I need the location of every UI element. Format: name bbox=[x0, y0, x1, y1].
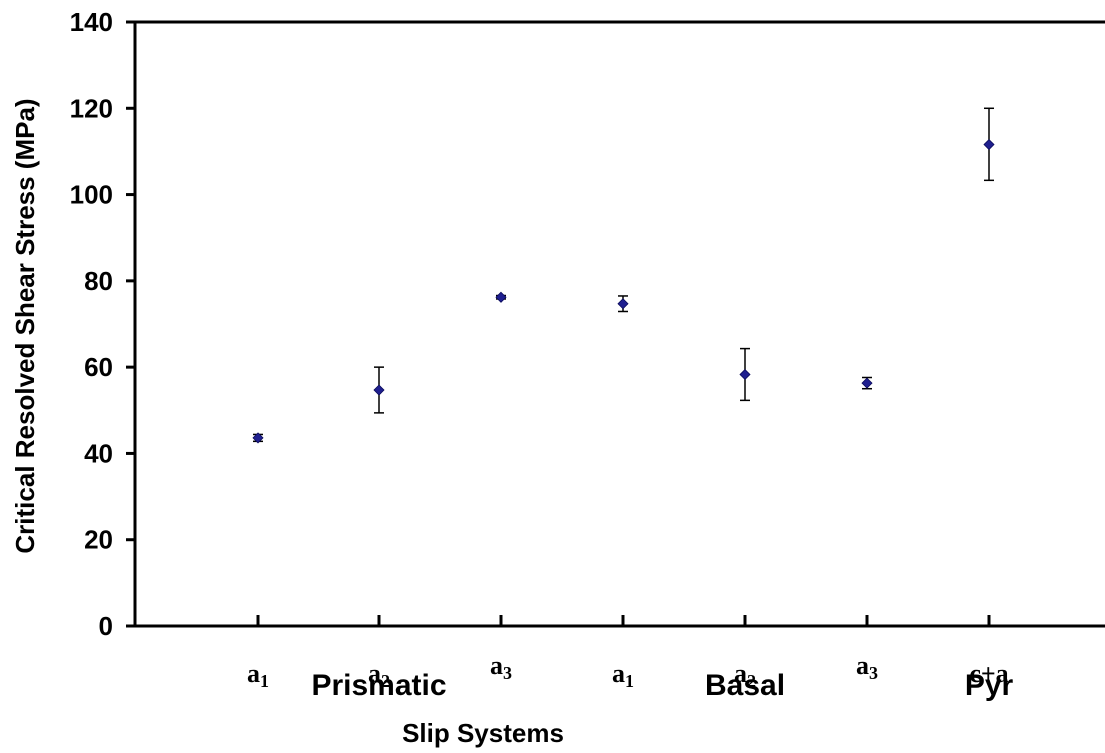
y-tick-label: 0 bbox=[99, 611, 113, 641]
category-label: c+a bbox=[969, 659, 1008, 688]
data-point bbox=[252, 432, 264, 444]
group-labels: Prismatic Basal Pyr bbox=[311, 669, 1013, 702]
y-tick-label: 40 bbox=[84, 438, 113, 468]
y-axis-title: Critical Resolved Shear Stress (MPa) bbox=[10, 98, 40, 553]
category-label: a3 bbox=[490, 651, 512, 683]
y-tick-label: 140 bbox=[70, 7, 113, 37]
x-axis-title: Slip Systems bbox=[402, 718, 564, 748]
category-label: a2 bbox=[368, 659, 390, 691]
point-marker bbox=[252, 432, 264, 444]
point-marker bbox=[373, 384, 385, 396]
category-base: c+a bbox=[969, 659, 1008, 688]
category-subscript: 2 bbox=[381, 671, 390, 691]
point-marker bbox=[861, 377, 873, 389]
data-point bbox=[495, 291, 507, 303]
data-point bbox=[861, 376, 873, 390]
category-label: a2 bbox=[734, 659, 756, 691]
data-point bbox=[373, 366, 385, 414]
category-base: a bbox=[247, 659, 260, 688]
category-subscript: 2 bbox=[747, 671, 756, 691]
category-subscript: 1 bbox=[625, 671, 634, 691]
category-label: a1 bbox=[247, 659, 269, 691]
group-label: Basal bbox=[705, 669, 785, 702]
category-subscript: 3 bbox=[503, 663, 512, 683]
y-axis-ticks: 0 20 40 60 80 100 120 140 bbox=[70, 7, 135, 641]
y-tick-label: 100 bbox=[70, 180, 113, 210]
x-axis-ticks bbox=[256, 615, 991, 626]
category-base: a bbox=[490, 651, 503, 680]
data-point bbox=[617, 295, 629, 313]
point-marker bbox=[617, 298, 629, 310]
y-tick-label: 120 bbox=[70, 93, 113, 123]
y-tick-label: 20 bbox=[84, 525, 113, 555]
data-point bbox=[983, 107, 995, 182]
y-tick-label: 80 bbox=[84, 266, 113, 296]
y-tick-label: 60 bbox=[84, 352, 113, 382]
point-marker bbox=[739, 368, 751, 381]
point-marker bbox=[495, 291, 507, 303]
data-point bbox=[739, 347, 751, 402]
point-marker bbox=[983, 138, 995, 151]
plot-frame bbox=[133, 20, 1105, 628]
group-label: Pyr bbox=[965, 669, 1014, 702]
category-base: a bbox=[612, 659, 625, 688]
category-base: a bbox=[734, 659, 747, 688]
category-subscript: 1 bbox=[260, 671, 269, 691]
group-label: Prismatic bbox=[311, 669, 446, 702]
category-subscript: 3 bbox=[869, 663, 878, 683]
data-points bbox=[252, 107, 995, 444]
category-label: a3 bbox=[856, 651, 878, 683]
category-base: a bbox=[856, 651, 869, 680]
category-base: a bbox=[368, 659, 381, 688]
category-label: a1 bbox=[612, 659, 634, 691]
